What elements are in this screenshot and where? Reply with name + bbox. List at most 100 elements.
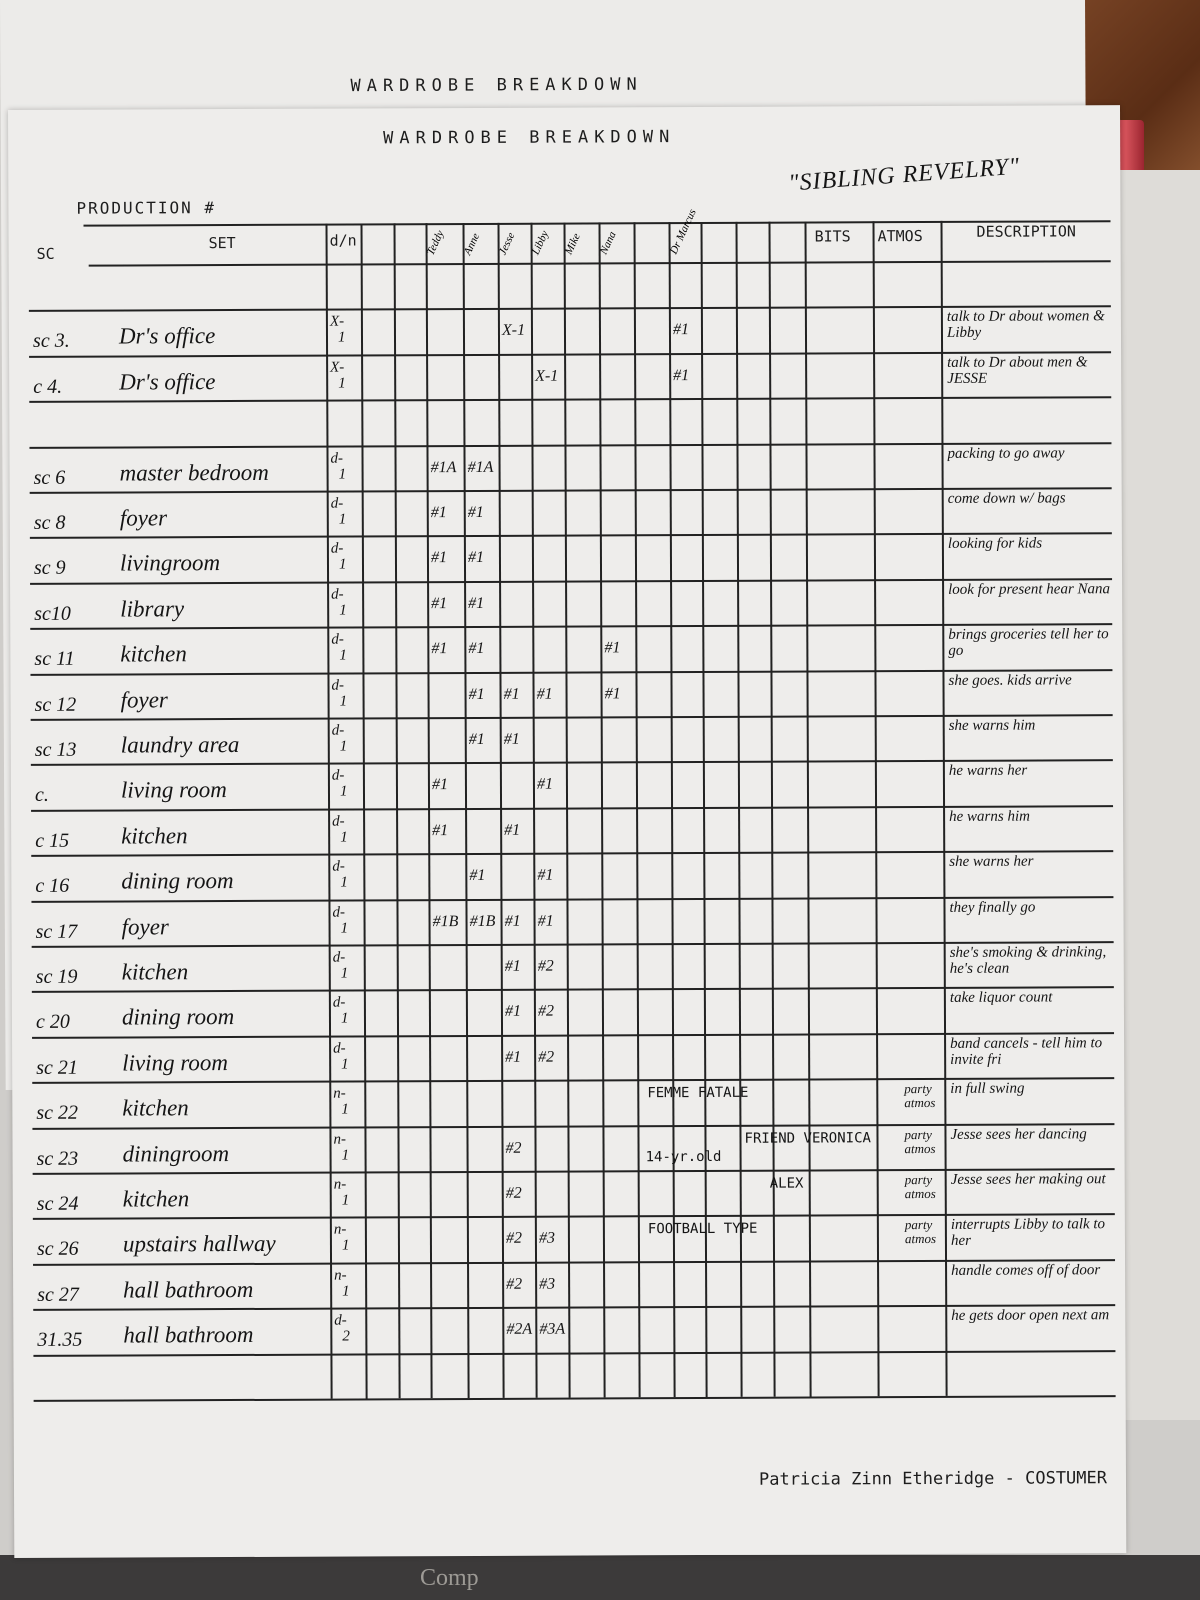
costumer-credit: Patricia Zinn Etheridge - COSTUMER	[758, 1468, 1108, 1490]
production-name: "SIBLING REVELRY"	[787, 153, 1021, 197]
costume-mark: #1	[505, 1048, 522, 1066]
day-night-number: 1	[340, 965, 349, 982]
costume-mark: #1	[467, 503, 484, 521]
day-night-number: 1	[338, 375, 346, 392]
wardrobe-breakdown-page: WARDROBE BREAKDOWN PRODUCTION # "SIBLING…	[8, 105, 1127, 1558]
scene-description: come down w/ bags	[947, 490, 1066, 507]
scene-description: interrupts Libby to talk to her	[950, 1216, 1106, 1250]
page-title: WARDROBE BREAKDOWN	[383, 127, 676, 149]
scene-set: living room	[122, 1049, 229, 1076]
day-night-number: 1	[339, 783, 348, 800]
day-night-number: 1	[341, 1147, 350, 1164]
scene-set: foyer	[121, 913, 169, 940]
scene-number: sc 3.	[32, 330, 70, 353]
day-night: d-	[331, 631, 344, 648]
day-night: n-	[333, 1221, 347, 1238]
costume-mark: #1	[430, 549, 447, 567]
scene-description: she warns him	[948, 717, 1036, 734]
day-night-number: 1	[337, 329, 346, 346]
day-night-number: 1	[340, 920, 349, 937]
day-night: d-	[331, 677, 345, 694]
costume-mark: #1B	[469, 912, 496, 930]
day-night: d-	[332, 949, 346, 966]
day-night: d-	[332, 858, 345, 875]
character-header-dr-marcus: Dr Marcus	[667, 207, 699, 257]
costume-mark: #1	[604, 684, 621, 702]
scene-description: band cancels - tell him to invite fri	[950, 1035, 1103, 1068]
costume-mark: #1	[430, 504, 447, 522]
bit-part: FEMME FATALE	[647, 1084, 749, 1102]
costume-mark: #1	[673, 366, 690, 384]
day-night-number: 1	[339, 602, 347, 619]
day-night-number: 1	[338, 556, 347, 573]
character-header-jesse: Jesse	[496, 230, 518, 257]
costume-mark: #2	[506, 1275, 523, 1293]
day-night: n-	[334, 1267, 347, 1284]
scene-set: kitchen	[121, 823, 188, 849]
scene-number: sc 26	[36, 1238, 79, 1261]
scene-description: in full swing	[950, 1080, 1025, 1098]
scene-number: sc 13	[34, 738, 77, 761]
character-header-libby: Libby	[529, 228, 552, 257]
scene-number: sc 9	[33, 557, 66, 580]
scene-description: look for present hear Nana	[948, 580, 1111, 598]
scene-number: sc 23	[36, 1147, 79, 1170]
scene-set: dining room	[121, 868, 234, 894]
bit-part: FRIEND VERONICA	[744, 1129, 871, 1147]
scene-number: c.	[34, 784, 49, 807]
scene-set: kitchen	[122, 1095, 189, 1121]
costume-mark: #1	[537, 866, 554, 884]
scene-set: foyer	[119, 505, 168, 531]
scene-number: sc 11	[34, 647, 75, 671]
bit-part: 14-yr.old	[645, 1148, 722, 1165]
day-night-number: 1	[338, 466, 347, 483]
header-bits: BITS	[814, 227, 851, 246]
day-night-number: 1	[340, 874, 348, 891]
costume-mark: #1	[467, 549, 484, 567]
costume-mark: #1	[468, 730, 485, 748]
scene-number: sc 21	[36, 1056, 78, 1079]
character-header-mike: Mike	[562, 231, 583, 257]
scene-description: talk to Dr about men & JESSE	[947, 354, 1088, 387]
atmosphere: party atmos	[904, 1081, 936, 1111]
under-page-text: Comp	[420, 1565, 479, 1591]
scene-number: sc 6	[33, 466, 66, 489]
costume-mark: #1A	[467, 458, 494, 476]
character-header-anne: Anne	[461, 231, 483, 257]
day-night: n-	[333, 1176, 347, 1193]
atmosphere: party atmos	[904, 1126, 936, 1156]
atmosphere: party atmos	[904, 1217, 937, 1247]
day-night-number: 1	[342, 1283, 350, 1300]
scene-set: laundry area	[120, 731, 240, 758]
scene-description: talk to Dr about women & Libby	[946, 308, 1105, 342]
day-night: d-	[330, 495, 344, 512]
bit-part: FOOTBALL TYPE	[647, 1221, 758, 1238]
costume-mark: #1	[468, 640, 485, 658]
costume-mark: #3A	[539, 1320, 566, 1338]
day-night-number: 1	[341, 1192, 350, 1209]
costume-mark: #2	[505, 1230, 522, 1248]
costume-mark: #1	[604, 639, 621, 657]
day-night: d-	[332, 904, 346, 921]
scene-number: c 4.	[33, 375, 63, 398]
scene-number: sc 17	[35, 920, 78, 943]
scene-description: he warns him	[949, 808, 1030, 825]
costume-mark: #1	[536, 685, 553, 703]
costume-mark: #1	[504, 1003, 521, 1021]
day-night: d-	[331, 586, 344, 603]
scene-description: brings groceries tell her to go	[948, 626, 1109, 660]
scene-description: she warns her	[949, 853, 1034, 871]
day-night-number: 1	[341, 1237, 350, 1254]
costume-mark: #1A	[430, 458, 457, 476]
day-night: d-	[331, 767, 345, 784]
costume-mark: #1	[536, 776, 553, 794]
day-night: d-	[330, 450, 344, 467]
day-night-number: 1	[340, 829, 348, 846]
costume-mark: #2	[505, 1139, 522, 1157]
day-night: n-	[333, 1085, 346, 1102]
scene-description: she goes. kids arrive	[948, 671, 1072, 689]
day-night-number: 1	[339, 738, 348, 755]
costume-mark: X-1	[535, 367, 559, 385]
costume-mark: #1	[468, 685, 485, 703]
day-night-number: 1	[340, 1010, 349, 1027]
